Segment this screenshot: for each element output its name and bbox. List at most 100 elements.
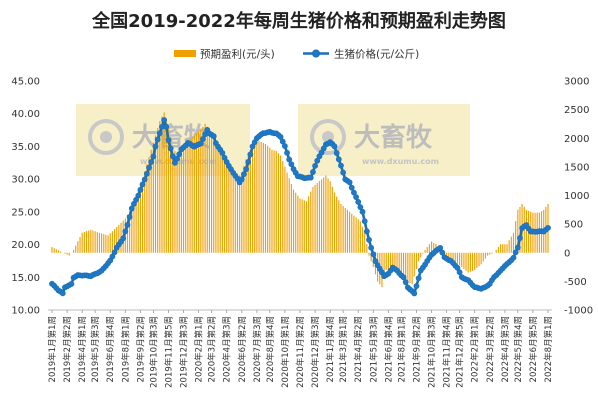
- price-point: [197, 140, 204, 147]
- chart-title: 全国2019-2022年每周生猪价格和预期盈利走势图: [91, 10, 506, 32]
- x-tick-label: 2019年1月第1周: [47, 316, 58, 382]
- price-point: [439, 249, 446, 256]
- x-tick-label: 2019年6月第4周: [105, 316, 116, 382]
- watermark-left: 大畜牧 www.dxumu.com: [76, 104, 250, 176]
- price-point: [400, 274, 407, 281]
- price-point: [122, 228, 129, 235]
- legend-line-marker: [312, 49, 320, 58]
- watermark-right-url: www.dxumu.com: [362, 157, 439, 166]
- price-point: [141, 176, 148, 183]
- y-right-tick-label: 0: [564, 248, 570, 259]
- y-right-tick-label: 2000: [564, 134, 589, 145]
- price-point: [402, 279, 409, 286]
- price-point: [120, 235, 127, 242]
- price-point: [366, 236, 372, 243]
- y-right-tick-label: -1000: [564, 306, 593, 317]
- x-tick-label: 2021年6月第4周: [383, 316, 394, 382]
- x-tick-label: 2020年12月第3周: [310, 316, 321, 388]
- price-point: [128, 205, 135, 212]
- price-point: [139, 181, 146, 188]
- price-point: [146, 164, 152, 171]
- price-point: [243, 166, 249, 173]
- price-point: [361, 218, 368, 225]
- price-point: [150, 153, 157, 160]
- x-tick-label: 2020年2月第1周: [194, 316, 205, 382]
- legend-bar-label: 预期盈利(元/头): [200, 49, 275, 61]
- watermark-right-logo: [310, 119, 346, 155]
- price-point: [411, 290, 418, 297]
- price-point: [335, 156, 342, 163]
- price-point: [307, 174, 314, 181]
- x-tick-label: 2019年10月第3周: [148, 316, 159, 388]
- price-point: [219, 150, 226, 156]
- y-left-tick-label: 20.00: [11, 240, 40, 251]
- price-point: [512, 249, 519, 256]
- x-tick-label: 2020年7月第3周: [252, 316, 263, 382]
- price-point: [517, 235, 523, 241]
- price-point: [415, 275, 422, 282]
- price-point: [174, 155, 180, 162]
- x-tick-label: 2020年10月第1周: [280, 316, 291, 388]
- x-tick-label: 2021年11月第4周: [442, 316, 453, 388]
- y-left-tick-label: 30.00: [11, 175, 40, 186]
- price-point: [514, 244, 521, 251]
- price-point: [176, 151, 183, 158]
- y-left-tick-label: 25.00: [11, 207, 40, 218]
- price-point: [200, 136, 206, 142]
- axes: 10.00 15.00 20.00 25.00 30.00 35.00 40.00 45.00…: [11, 77, 593, 388]
- price-point: [241, 171, 247, 178]
- price-point: [510, 254, 517, 261]
- price-point: [247, 151, 254, 158]
- price-point: [346, 179, 353, 186]
- legend-bar-swatch: [174, 50, 196, 57]
- watermark-left-url: www.dxumu.com: [140, 157, 217, 166]
- y-left-tick-label: 35.00: [11, 142, 40, 153]
- price-point: [137, 186, 144, 193]
- x-tick-label: 2022年5月第4周: [513, 316, 524, 382]
- price-point: [281, 143, 288, 149]
- x-tick-label: 2022年8月第1周: [543, 316, 554, 382]
- price-line: [49, 117, 551, 297]
- price-point: [348, 184, 355, 191]
- x-tick-label: 2022年6月第5周: [528, 316, 539, 382]
- price-point: [126, 214, 133, 220]
- price-point: [310, 169, 316, 175]
- price-point: [111, 249, 118, 256]
- x-tick-label: 2022年4月第3周: [500, 316, 511, 382]
- y-right-tick-label: 3000: [564, 77, 589, 88]
- legend: 预期盈利(元/头) 生猪价格(元/公斤): [174, 48, 419, 61]
- x-tick-label: 2021年9月第2周: [412, 316, 423, 382]
- price-point: [152, 143, 159, 150]
- price-point: [312, 162, 318, 169]
- x-tick-label: 2019年8月第1周: [120, 316, 131, 382]
- price-point: [165, 137, 172, 144]
- x-tick-label: 2022年2月第1周: [470, 316, 481, 382]
- x-tick-label: 2021年4月第2周: [353, 316, 364, 382]
- watermark-left-logo-core: [100, 131, 112, 143]
- x-tick-label: 2022年3月第2周: [485, 316, 496, 382]
- x-tick-label: 2019年11月第5周: [164, 316, 175, 388]
- price-point: [353, 194, 359, 200]
- y-left-tick-label: 40.00: [11, 109, 40, 120]
- watermark-right: 大畜牧 www.dxumu.com: [298, 104, 470, 176]
- price-point: [156, 130, 163, 137]
- x-tick-label: 2019年2月第2周: [62, 316, 73, 382]
- price-point: [340, 169, 347, 176]
- price-point: [545, 224, 551, 231]
- price-point: [148, 159, 155, 165]
- y-right-tick-label: 1000: [564, 191, 589, 202]
- price-point: [370, 251, 377, 258]
- x-tick-label: 2020年11月第2周: [295, 316, 306, 388]
- x-tick-label: 2019年12月第3周: [179, 316, 190, 388]
- x-tick-label: 2020年8月第4周: [265, 316, 276, 382]
- x-tick-label: 2019年4月第1周: [77, 316, 88, 382]
- legend-line-label: 生猪价格(元/公斤): [334, 48, 419, 61]
- price-point: [163, 123, 170, 130]
- price-point: [368, 244, 375, 251]
- price-point: [363, 228, 370, 235]
- watermarks: 大畜牧 www.dxumu.com 大畜牧 www.dxumu.com: [76, 104, 470, 176]
- y-right-tick-label: -500: [564, 277, 587, 288]
- price-point: [456, 269, 463, 276]
- y-right-tick-label: 2500: [564, 105, 589, 116]
